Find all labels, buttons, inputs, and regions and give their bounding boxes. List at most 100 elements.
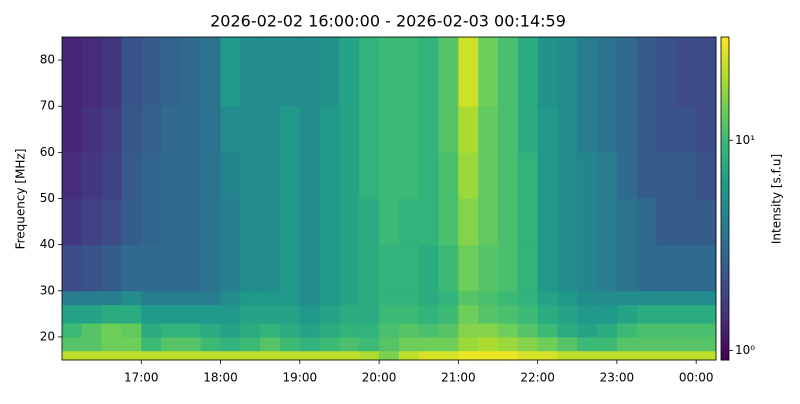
heat-cell: [398, 290, 420, 306]
heat-cell: [62, 152, 83, 199]
heat-cell: [696, 323, 717, 338]
heat-cell: [141, 350, 162, 361]
heat-cell: [101, 336, 122, 352]
heat-cell: [359, 336, 380, 352]
heat-cell: [438, 37, 459, 107]
heat-cell: [220, 290, 241, 306]
heat-cell: [616, 198, 638, 246]
heat-cell: [498, 106, 519, 153]
heat-cell: [101, 350, 122, 361]
heat-cell: [280, 244, 301, 292]
heat-cell: [299, 304, 321, 324]
heat-cell: [339, 323, 360, 338]
x-tick-label: 19:00: [283, 371, 318, 385]
heat-cell: [379, 336, 400, 352]
heat-cell: [62, 336, 83, 352]
heat-cell: [240, 304, 261, 324]
heat-cell: [537, 304, 558, 324]
colorbar-swatch: [721, 351, 729, 357]
heat-cell: [200, 37, 222, 107]
heat-cell: [577, 37, 598, 107]
heat-cell: [81, 37, 103, 107]
heat-cell: [319, 336, 340, 352]
heat-cell: [260, 198, 281, 246]
heat-cell: [557, 350, 578, 361]
heat-cell: [299, 336, 321, 352]
colorbar-swatch: [721, 226, 729, 232]
heat-cell: [180, 350, 202, 361]
heat-cell: [398, 336, 420, 352]
heat-cell: [379, 350, 400, 361]
heat-cell: [62, 198, 83, 246]
colorbar-swatch: [721, 267, 729, 272]
heat-cell: [478, 106, 499, 153]
heat-cell: [299, 37, 321, 107]
colorbar-swatch: [721, 125, 729, 131]
colorbar-swatch: [721, 246, 729, 252]
colorbar-swatch: [721, 238, 729, 244]
heat-cell: [319, 244, 340, 292]
heat-cell: [240, 198, 261, 246]
colorbar-swatch: [721, 158, 729, 163]
heat-cell: [478, 304, 499, 324]
heat-cell: [339, 336, 360, 352]
heat-cell: [101, 244, 122, 292]
heat-cell: [557, 304, 578, 324]
heat-cell: [418, 350, 440, 361]
heat-cell: [418, 152, 440, 199]
heat-cell: [339, 106, 360, 153]
heat-cell: [656, 37, 677, 107]
colorbar-label: Intensity [s.f.u]: [770, 154, 784, 244]
colorbar-swatch: [721, 166, 729, 171]
heat-cell: [180, 152, 202, 199]
heat-cell: [616, 323, 638, 338]
x-tick-label: 00:00: [679, 371, 714, 385]
heat-cell: [636, 290, 658, 306]
heat-cell: [616, 350, 638, 361]
heat-cell: [359, 290, 380, 306]
heat-cell: [141, 37, 162, 107]
heat-cell: [101, 152, 122, 199]
x-tick-label: 20:00: [362, 371, 397, 385]
heat-cell: [161, 37, 182, 107]
x-tick-label: 17:00: [124, 371, 159, 385]
y-axis-label: Frequency [MHz]: [14, 149, 28, 250]
y-tick-label: 40: [40, 237, 55, 251]
heat-cell: [299, 152, 321, 199]
heat-cell: [121, 290, 142, 306]
heat-cell: [537, 152, 558, 199]
heat-cell: [339, 244, 360, 292]
heat-cell: [141, 198, 162, 246]
heat-cell: [200, 304, 222, 324]
colorbar-swatch: [721, 255, 729, 260]
heat-cell: [438, 152, 459, 199]
colorbar-swatch: [721, 101, 729, 107]
colorbar-tick-label: 10⁰: [735, 343, 755, 357]
colorbar-swatch: [721, 190, 729, 195]
colorbar-swatch: [721, 295, 729, 300]
heat-cell: [398, 244, 420, 292]
heat-cell: [339, 198, 360, 246]
heat-cell: [537, 106, 558, 153]
heat-cell: [81, 198, 103, 246]
heat-cell: [121, 106, 142, 153]
heat-cell: [200, 106, 222, 153]
heat-cell: [339, 37, 360, 107]
heat-cell: [180, 304, 202, 324]
heat-cell: [438, 106, 459, 153]
heat-cell: [597, 304, 618, 324]
heat-cell: [517, 198, 539, 246]
heat-cell: [398, 323, 420, 338]
heat-cell: [636, 304, 658, 324]
heat-cell: [458, 244, 479, 292]
x-tick-label: 22:00: [520, 371, 555, 385]
heat-cell: [220, 336, 241, 352]
colorbar-swatch: [721, 303, 729, 309]
heat-cell: [537, 290, 558, 306]
heat-cell: [478, 336, 499, 352]
heat-cell: [458, 336, 479, 352]
heat-cell: [676, 37, 697, 107]
heat-cell: [577, 290, 598, 306]
heat-cell: [398, 198, 420, 246]
heat-cell: [299, 106, 321, 153]
